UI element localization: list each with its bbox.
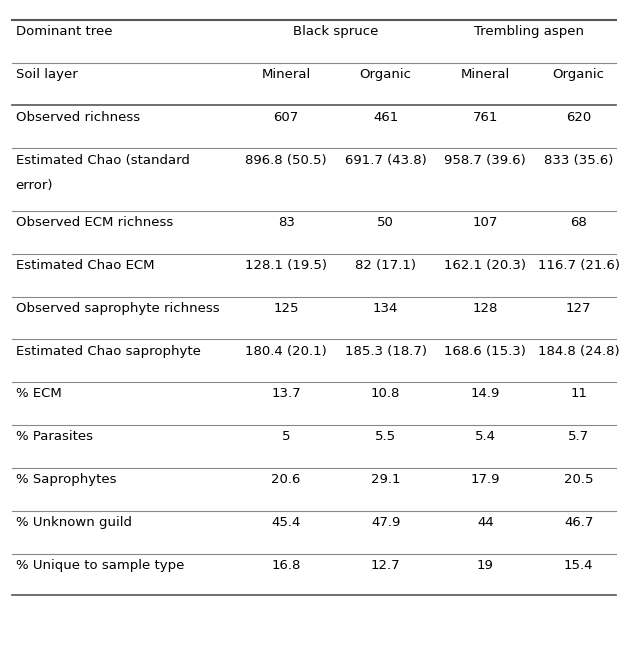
Text: 14.9: 14.9 bbox=[470, 387, 500, 401]
Text: Black spruce: Black spruce bbox=[293, 25, 379, 38]
Text: 896.8 (50.5): 896.8 (50.5) bbox=[245, 154, 327, 167]
Text: 461: 461 bbox=[373, 111, 398, 124]
Text: 116.7 (21.6): 116.7 (21.6) bbox=[538, 259, 620, 272]
Text: 19: 19 bbox=[477, 559, 494, 572]
Text: 134: 134 bbox=[373, 302, 398, 315]
Text: 833 (35.6): 833 (35.6) bbox=[544, 154, 613, 167]
Text: 162.1 (20.3): 162.1 (20.3) bbox=[444, 259, 526, 272]
Text: Dominant tree: Dominant tree bbox=[16, 25, 112, 38]
Text: 15.4: 15.4 bbox=[564, 559, 593, 572]
Text: 11: 11 bbox=[570, 387, 587, 401]
Text: 128.1 (19.5): 128.1 (19.5) bbox=[245, 259, 327, 272]
Text: 13.7: 13.7 bbox=[271, 387, 301, 401]
Text: % ECM: % ECM bbox=[16, 387, 61, 401]
Text: 20.5: 20.5 bbox=[564, 473, 593, 486]
Text: 128: 128 bbox=[472, 302, 498, 315]
Text: % Parasites: % Parasites bbox=[16, 430, 92, 444]
Text: 46.7: 46.7 bbox=[564, 516, 593, 529]
Text: Observed ECM richness: Observed ECM richness bbox=[16, 216, 173, 229]
Text: 761: 761 bbox=[472, 111, 498, 124]
Text: Observed saprophyte richness: Observed saprophyte richness bbox=[16, 302, 219, 315]
Text: % Saprophytes: % Saprophytes bbox=[16, 473, 116, 486]
Text: 50: 50 bbox=[377, 216, 394, 229]
Text: Organic: Organic bbox=[360, 68, 412, 81]
Text: 168.6 (15.3): 168.6 (15.3) bbox=[444, 345, 526, 358]
Text: 68: 68 bbox=[571, 216, 587, 229]
Text: 83: 83 bbox=[278, 216, 294, 229]
Text: % Unknown guild: % Unknown guild bbox=[16, 516, 131, 529]
Text: Estimated Chao saprophyte: Estimated Chao saprophyte bbox=[16, 345, 201, 358]
Text: % Unique to sample type: % Unique to sample type bbox=[16, 559, 184, 572]
Text: Mineral: Mineral bbox=[262, 68, 311, 81]
Text: 958.7 (39.6): 958.7 (39.6) bbox=[444, 154, 526, 167]
Text: Soil layer: Soil layer bbox=[16, 68, 77, 81]
Text: Estimated Chao (standard: Estimated Chao (standard bbox=[16, 154, 189, 167]
Text: 29.1: 29.1 bbox=[371, 473, 401, 486]
Text: Mineral: Mineral bbox=[460, 68, 510, 81]
Text: 12.7: 12.7 bbox=[371, 559, 401, 572]
Text: Organic: Organic bbox=[552, 68, 604, 81]
Text: 5.5: 5.5 bbox=[375, 430, 396, 444]
Text: 607: 607 bbox=[274, 111, 299, 124]
Text: 107: 107 bbox=[472, 216, 498, 229]
Text: 125: 125 bbox=[274, 302, 299, 315]
Text: 82 (17.1): 82 (17.1) bbox=[355, 259, 416, 272]
Text: Trembling aspen: Trembling aspen bbox=[474, 25, 584, 38]
Text: error): error) bbox=[16, 179, 53, 192]
Text: 127: 127 bbox=[566, 302, 591, 315]
Text: 45.4: 45.4 bbox=[272, 516, 301, 529]
Text: 47.9: 47.9 bbox=[371, 516, 401, 529]
Text: 16.8: 16.8 bbox=[272, 559, 301, 572]
Text: Observed richness: Observed richness bbox=[16, 111, 140, 124]
Text: 620: 620 bbox=[566, 111, 591, 124]
Text: 184.8 (24.8): 184.8 (24.8) bbox=[538, 345, 620, 358]
Text: 180.4 (20.1): 180.4 (20.1) bbox=[245, 345, 327, 358]
Text: 44: 44 bbox=[477, 516, 494, 529]
Text: 185.3 (18.7): 185.3 (18.7) bbox=[345, 345, 426, 358]
Text: 17.9: 17.9 bbox=[470, 473, 500, 486]
Text: 5.4: 5.4 bbox=[475, 430, 496, 444]
Text: Estimated Chao ECM: Estimated Chao ECM bbox=[16, 259, 154, 272]
Text: 5: 5 bbox=[282, 430, 291, 444]
Text: 691.7 (43.8): 691.7 (43.8) bbox=[345, 154, 426, 167]
Text: 5.7: 5.7 bbox=[568, 430, 589, 444]
Text: 10.8: 10.8 bbox=[371, 387, 401, 401]
Text: 20.6: 20.6 bbox=[272, 473, 301, 486]
